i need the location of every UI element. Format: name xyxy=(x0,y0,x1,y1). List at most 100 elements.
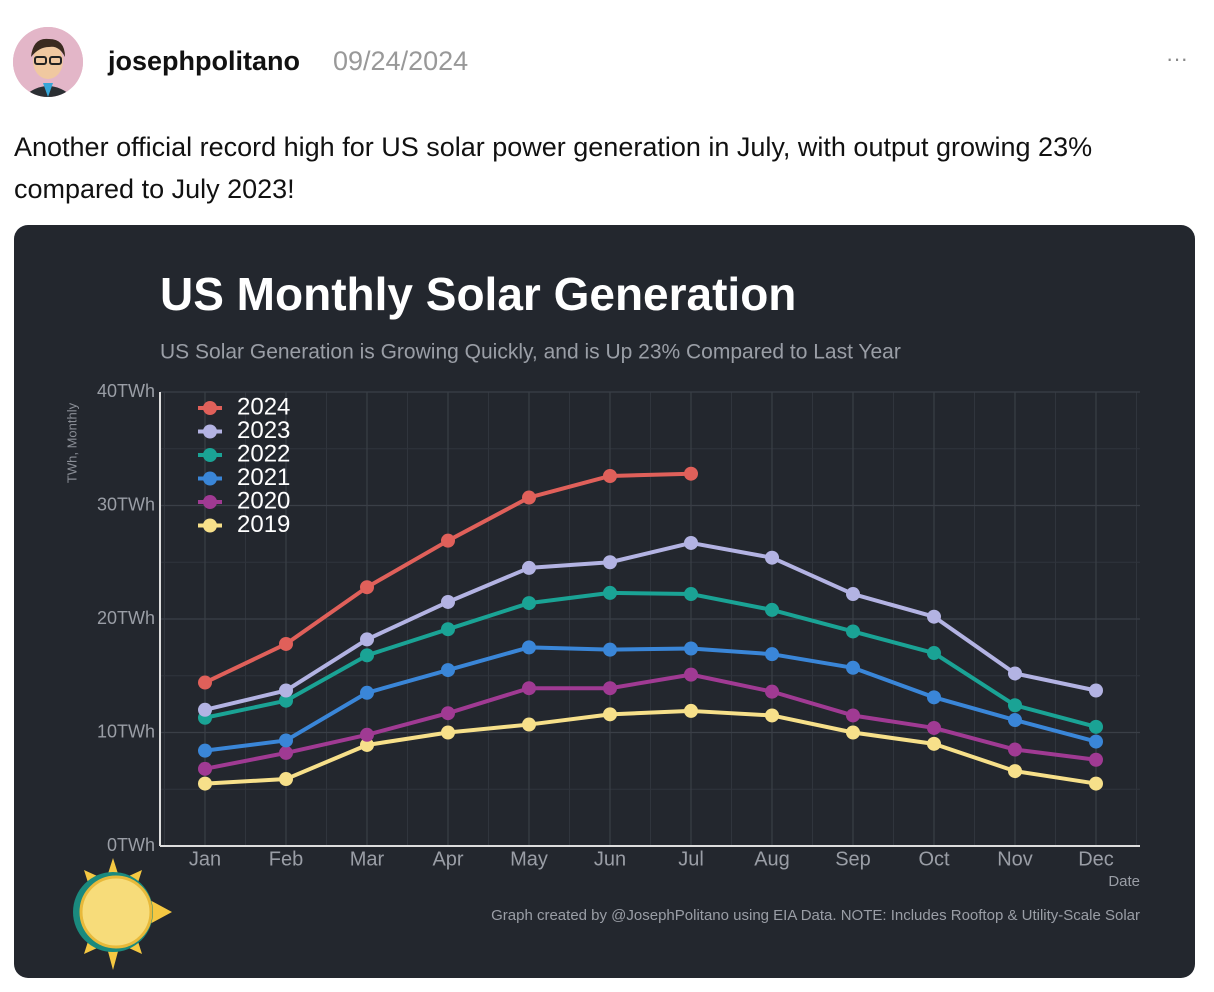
y-axis-label: TWh, Monthly xyxy=(64,402,79,483)
legend-swatch xyxy=(203,518,217,533)
data-point xyxy=(522,681,536,696)
data-point xyxy=(684,535,698,550)
data-point xyxy=(279,745,293,760)
series-line xyxy=(204,471,692,685)
data-point xyxy=(765,602,779,617)
data-point xyxy=(360,685,374,700)
chart-title: US Monthly Solar Generation xyxy=(160,268,796,320)
data-point xyxy=(603,555,617,570)
data-point xyxy=(360,737,374,752)
data-point xyxy=(1008,698,1022,713)
data-point xyxy=(522,490,536,505)
data-point xyxy=(198,675,212,690)
data-point xyxy=(684,703,698,718)
legend-label: 2024 xyxy=(237,393,290,420)
data-point xyxy=(1089,683,1103,698)
legend-swatch xyxy=(203,471,217,486)
avatar-image xyxy=(13,27,83,97)
data-point xyxy=(684,587,698,602)
data-point xyxy=(522,596,536,611)
data-point xyxy=(603,642,617,657)
data-point xyxy=(765,550,779,565)
data-point xyxy=(279,636,293,651)
data-point xyxy=(198,776,212,791)
series-line xyxy=(204,645,1097,753)
series-line xyxy=(204,672,1097,771)
series-line xyxy=(204,708,1097,786)
data-point xyxy=(522,717,536,732)
data-point xyxy=(684,667,698,682)
data-point xyxy=(522,640,536,655)
post-date: 09/24/2024 xyxy=(333,46,469,76)
legend-label: 2021 xyxy=(237,464,290,491)
data-point xyxy=(846,660,860,675)
x-tick-label: Jun xyxy=(594,848,626,870)
data-point xyxy=(1008,666,1022,681)
post-text: Another official record high for US sola… xyxy=(14,132,1093,204)
legend-swatch xyxy=(203,401,217,415)
x-tick-label: Mar xyxy=(350,848,385,870)
data-point xyxy=(927,720,941,735)
legend-swatch xyxy=(203,448,217,462)
data-point xyxy=(279,733,293,748)
data-point xyxy=(1089,719,1103,734)
data-point xyxy=(1008,713,1022,728)
x-axis-label: Date xyxy=(1108,873,1140,890)
data-point xyxy=(279,683,293,698)
data-point xyxy=(441,725,455,740)
data-point xyxy=(198,710,212,725)
legend-swatch xyxy=(203,495,217,509)
caption: Graph created by @JosephPolitano using E… xyxy=(491,907,1140,924)
y-tick-label: 30TWh xyxy=(97,494,155,514)
data-point xyxy=(198,743,212,758)
legend-label: 2020 xyxy=(237,487,290,514)
data-point xyxy=(441,706,455,721)
series-line xyxy=(204,540,1097,712)
data-point xyxy=(927,609,941,624)
data-point xyxy=(198,761,212,776)
data-point xyxy=(603,585,617,600)
x-tick-label: Jan xyxy=(189,848,221,870)
legend-label: 2022 xyxy=(237,440,290,467)
data-point xyxy=(603,707,617,722)
data-point xyxy=(846,624,860,639)
username[interactable]: josephpolitano xyxy=(108,46,300,76)
data-point xyxy=(441,594,455,609)
data-point xyxy=(360,632,374,647)
y-tick-label: 20TWh xyxy=(97,608,155,628)
chart-card xyxy=(14,225,1195,978)
data-point xyxy=(1089,776,1103,791)
more-button[interactable]: ··· xyxy=(1166,46,1188,71)
data-point xyxy=(279,772,293,787)
x-tick-label: Jul xyxy=(678,848,704,870)
y-tick-label: 40TWh xyxy=(97,381,155,401)
y-tick-label: 10TWh xyxy=(97,721,155,741)
data-point xyxy=(603,468,617,483)
data-point xyxy=(846,587,860,602)
data-point xyxy=(360,648,374,663)
data-point xyxy=(684,641,698,656)
data-point xyxy=(1008,742,1022,757)
data-point xyxy=(603,681,617,696)
data-point xyxy=(360,727,374,742)
x-tick-label: Apr xyxy=(432,848,463,870)
data-point xyxy=(846,708,860,723)
data-point xyxy=(360,580,374,595)
data-point xyxy=(927,736,941,751)
data-point xyxy=(1089,752,1103,767)
data-point xyxy=(522,560,536,575)
legend-swatch xyxy=(203,424,217,439)
avatar[interactable] xyxy=(13,27,83,97)
data-point xyxy=(765,647,779,662)
data-point xyxy=(441,622,455,637)
x-tick-label: Sep xyxy=(835,848,871,870)
data-point xyxy=(1089,734,1103,749)
data-point xyxy=(198,702,212,717)
data-point xyxy=(846,725,860,740)
series-line xyxy=(204,590,1097,729)
x-tick-label: May xyxy=(510,848,548,870)
data-point xyxy=(765,708,779,723)
data-point xyxy=(927,690,941,705)
data-point xyxy=(765,684,779,699)
